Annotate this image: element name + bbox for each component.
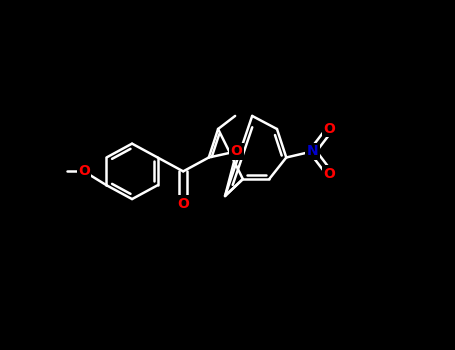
Text: O: O: [78, 164, 90, 178]
Text: O: O: [177, 197, 189, 211]
Text: N: N: [307, 144, 318, 158]
Text: O: O: [324, 122, 336, 136]
Text: O: O: [324, 167, 336, 181]
Text: O: O: [231, 144, 243, 158]
